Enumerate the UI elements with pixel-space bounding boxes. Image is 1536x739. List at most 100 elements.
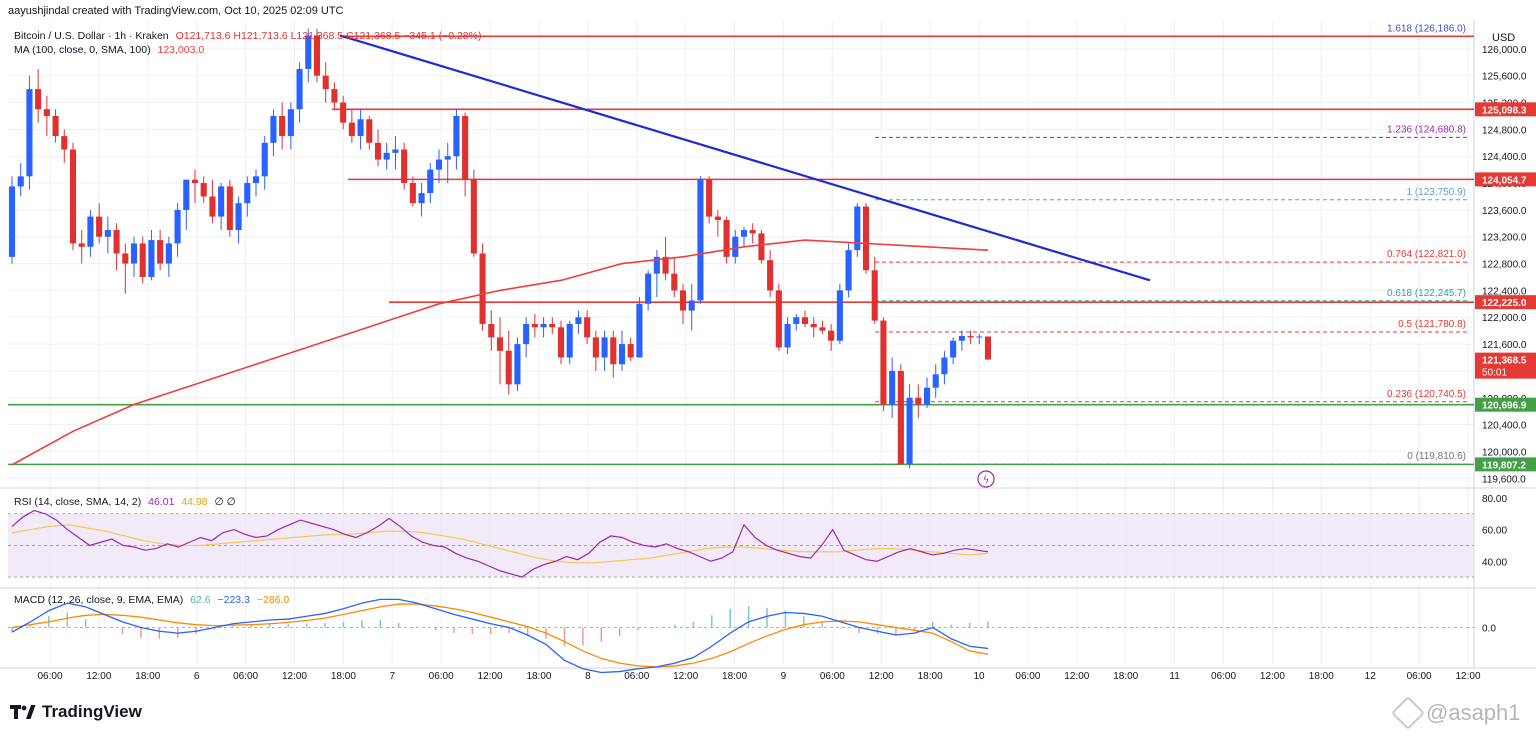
candle-body (35, 89, 42, 110)
rsi-ma-value: 44.98 (181, 496, 208, 508)
x-tick-label: 18:00 (331, 671, 356, 682)
price-badge-label: 124,054.7 (1482, 175, 1527, 186)
ma-legend[interactable]: MA (100, close, 0, SMA, 100) 123,003.0 (14, 44, 208, 56)
candle-body (43, 109, 50, 116)
candle-body (566, 323, 573, 358)
candle-body (357, 119, 364, 137)
x-tick-label: 12:00 (282, 671, 307, 682)
rsi-ma-line (11, 524, 989, 564)
price-badge (1475, 102, 1536, 117)
currency-label: USD (1492, 32, 1515, 44)
y-tick-label: 123,200.0 (1482, 233, 1527, 244)
candle-body (479, 253, 486, 324)
candle-body (889, 370, 896, 405)
x-tick-label: 18:00 (526, 671, 551, 682)
price-badge-label: 122,225.0 (1482, 298, 1527, 309)
y-tick-label: 122,400.0 (1482, 286, 1527, 297)
candle-body (618, 344, 626, 365)
symbol-legend[interactable]: Bitcoin / U.S. Dollar · 1h · Kraken O121… (14, 30, 485, 42)
x-tick-label: 8 (585, 671, 591, 682)
candle-body (96, 216, 103, 237)
price-badge-label: 119,807.2 (1482, 460, 1526, 471)
x-tick-label: 06:00 (1015, 671, 1040, 682)
candle-body (923, 387, 931, 405)
x-tick-label: 06:00 (37, 671, 62, 682)
macd-legend[interactable]: MACD (12, 26, close, 9, EMA, EMA) 62.6 −… (14, 594, 293, 606)
x-tick-label: 18:00 (918, 671, 943, 682)
candle-body (801, 317, 809, 324)
candle-body (514, 344, 521, 385)
watermark-text: @asaph1 (1426, 700, 1521, 725)
candle-body (130, 243, 138, 264)
candle-body (444, 156, 451, 160)
candle-body (322, 75, 329, 90)
candle-body (226, 186, 233, 231)
candle-body (218, 186, 225, 217)
ma-label[interactable]: MA (100, close, 0, SMA, 100) (14, 44, 151, 56)
x-tick-label: 12:00 (673, 671, 698, 682)
candle-body (191, 179, 199, 184)
candle-body (296, 68, 303, 110)
candle-body (17, 176, 24, 187)
y-tick-label: 120,000.0 (1482, 447, 1527, 458)
x-tick-label: 12:00 (1260, 671, 1285, 682)
candle-body (950, 340, 957, 358)
candle-body (793, 317, 800, 324)
candle-body (767, 260, 774, 291)
candle-body (758, 233, 765, 261)
candle-body (653, 256, 660, 274)
candle-body (69, 149, 77, 244)
candle-body (183, 179, 190, 210)
candle-body (305, 35, 312, 69)
candle-body (845, 250, 852, 291)
x-tick-label: 12:00 (1064, 671, 1089, 682)
rsi-value: 46.01 (148, 496, 175, 508)
candle-body (418, 193, 425, 204)
price-badge (1475, 457, 1536, 472)
candle-body (976, 336, 983, 338)
y-tick-label: 122,800.0 (1482, 260, 1527, 271)
candle-body (340, 102, 347, 123)
rsi-legend[interactable]: RSI (14, close, SMA, 14, 2) 46.01 44.98 … (14, 496, 240, 508)
candle-body (531, 323, 538, 328)
rsi-tick-label: 80.00 (1482, 494, 1507, 505)
y-tick-label: 123,600.0 (1482, 206, 1527, 217)
candle-body (645, 273, 652, 304)
rsi-tick-label: 40.00 (1482, 557, 1507, 568)
ma100-line (11, 239, 989, 466)
candle-body (174, 209, 181, 244)
tradingview-brand[interactable]: TradingView (10, 702, 142, 722)
candle-body (706, 179, 713, 217)
candle-body (374, 142, 382, 160)
candle-body (810, 323, 817, 328)
candle-body (462, 115, 469, 180)
candle-body (148, 240, 155, 277)
price-badge-countdown: 50:01 (1482, 368, 1507, 379)
y-tick-label: 124,800.0 (1482, 125, 1527, 136)
candle-body (122, 253, 129, 264)
macd-label[interactable]: MACD (12, 26, close, 9, EMA, EMA) (14, 594, 184, 606)
candle-body (488, 323, 495, 338)
candle-body (87, 216, 94, 247)
candle-body (157, 240, 164, 264)
candle-body (313, 35, 321, 76)
candle-body (871, 270, 878, 321)
macd-line (11, 598, 989, 674)
x-tick-label: 06:00 (429, 671, 454, 682)
rsi-tick-label: 60.00 (1482, 526, 1507, 537)
candle-body (880, 320, 887, 405)
candle-body (331, 89, 338, 103)
candle-body (496, 337, 504, 351)
rsi-label[interactable]: RSI (14, close, SMA, 14, 2) (14, 496, 142, 508)
price-badge (1475, 352, 1536, 379)
price-badge (1475, 172, 1536, 187)
candle-body (540, 323, 547, 328)
x-tick-label: 7 (389, 671, 395, 682)
symbol-name[interactable]: Bitcoin / U.S. Dollar · 1h · Kraken (14, 30, 169, 42)
candle-body (8, 186, 16, 257)
candle-body (401, 149, 408, 184)
candle-body (862, 206, 870, 271)
x-tick-label: 10 (973, 671, 985, 682)
fib-level-label: 1 (123,750.9) (1407, 187, 1467, 198)
